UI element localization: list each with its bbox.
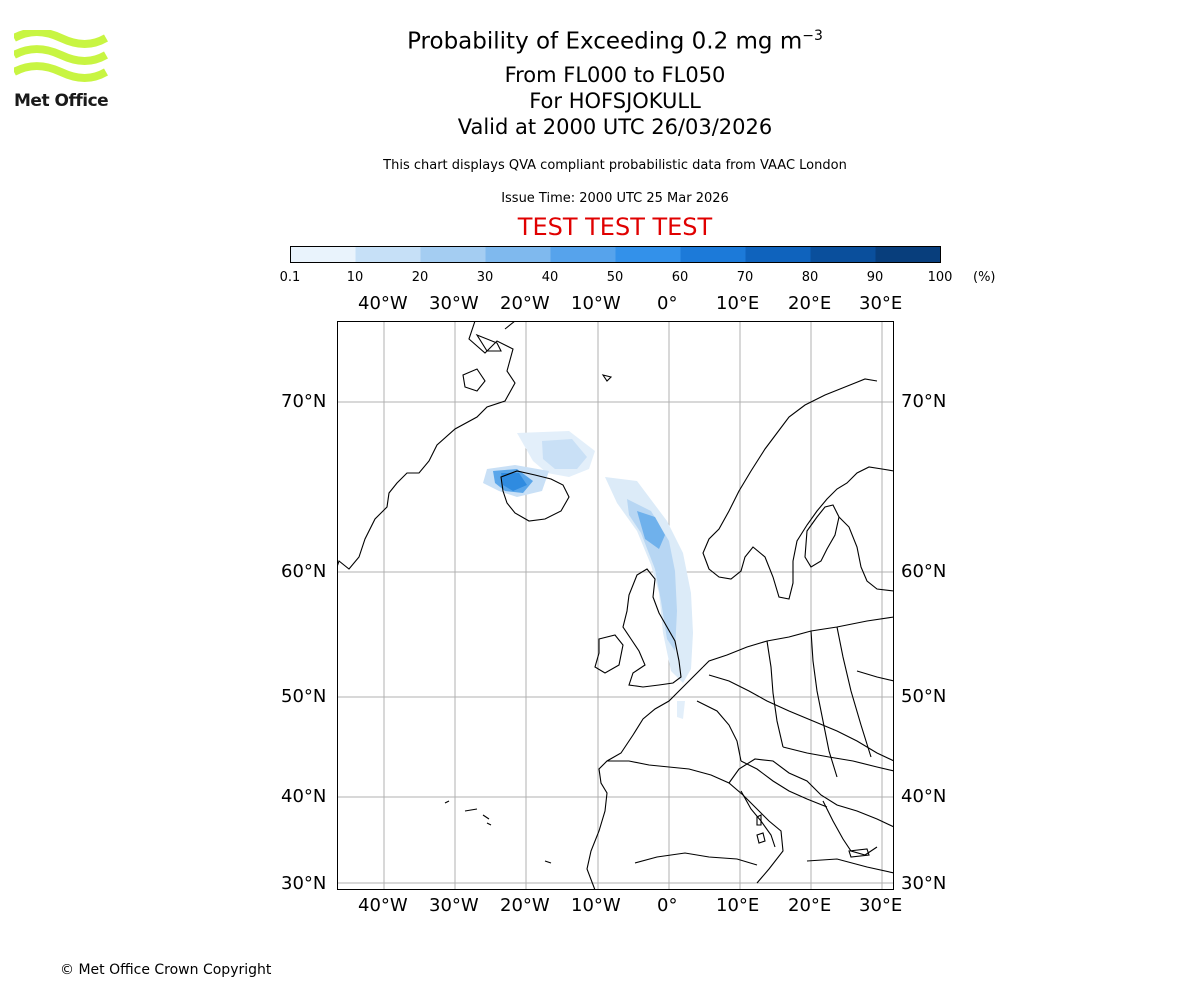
colorbar-tick-label: 20 [411, 270, 429, 285]
logo-text: Met Office [14, 91, 109, 111]
chart-title: Probability of Exceeding 0.2 mg m−3 [315, 28, 915, 55]
colorbar-tick-label: 10 [346, 270, 364, 285]
colorbar-tick-label: 100 [927, 270, 953, 285]
lat-label-left-70: 70°N [281, 391, 327, 412]
lon-label-top-7: 30°E [859, 293, 903, 314]
title-unit-exponent: −3 [802, 28, 823, 44]
flight-levels: From FL000 to FL050 [504, 63, 726, 87]
colorbar-tick-label: 50 [606, 270, 624, 285]
lon-label-top-1: 30°W [429, 293, 479, 314]
colorbar-cell-1 [355, 246, 421, 263]
issue-time: Issue Time: 2000 UTC 25 Mar 2026 [501, 191, 729, 206]
lon-label-bottom-6: 20°E [788, 895, 832, 916]
graticule [337, 321, 894, 890]
colorbar-unit: (%) [973, 270, 996, 285]
map-panel [337, 321, 894, 890]
lat-label-left-50: 50°N [281, 686, 327, 707]
colorbar-cell-9 [875, 246, 941, 263]
lat-label-left-60: 60°N [281, 561, 327, 582]
title-text: Probability of Exceeding 0.2 mg m [407, 28, 803, 55]
lon-label-top-4: 0° [657, 293, 678, 314]
lat-label-left-40: 40°N [281, 786, 327, 807]
lat-label-right-70: 70°N [901, 391, 947, 412]
location: For HOFSJOKULL [529, 89, 701, 113]
colorbar-tick-label: 70 [736, 270, 754, 285]
lat-label-right-40: 40°N [901, 786, 947, 807]
lon-label-top-2: 20°W [500, 293, 550, 314]
lon-label-top-6: 20°E [788, 293, 832, 314]
coastlines [337, 321, 894, 890]
colorbar-tick-label: 80 [801, 270, 819, 285]
map-background [337, 321, 894, 890]
ash-plume [483, 431, 693, 719]
lon-label-top-0: 40°W [358, 293, 408, 314]
met-office-logo: Met Office [12, 28, 109, 112]
colorbar-tick-label: 40 [541, 270, 559, 285]
colorbar-tick-label: 30 [476, 270, 494, 285]
colorbar-cell-2 [420, 246, 486, 263]
lon-label-top-3: 10°W [571, 293, 621, 314]
colorbar-cell-4 [550, 246, 616, 263]
copyright-notice: © Met Office Crown Copyright [60, 962, 272, 978]
valid-time: Valid at 2000 UTC 26/03/2026 [457, 115, 773, 139]
lon-label-bottom-0: 40°W [358, 895, 408, 916]
colorbar-cell-6 [680, 246, 746, 263]
colorbar-cell-3 [485, 246, 551, 263]
lon-label-top-5: 10°E [716, 293, 760, 314]
colorbar-tick-label: 0.1 [279, 270, 301, 285]
test-banner: TEST TEST TEST [517, 213, 713, 241]
lon-label-bottom-2: 20°W [500, 895, 550, 916]
colorbar-tick-label: 90 [866, 270, 884, 285]
map-frame [337, 321, 894, 890]
colorbar-cell-0 [290, 246, 356, 263]
colorbar-cell-8 [810, 246, 876, 263]
lat-label-right-60: 60°N [901, 561, 947, 582]
met-office-wave-icon [12, 28, 108, 82]
lat-label-right-30: 30°N [901, 873, 947, 894]
lon-label-bottom-5: 10°E [716, 895, 760, 916]
colorbar-cell-7 [745, 246, 811, 263]
description: This chart displays QVA compliant probab… [383, 158, 847, 173]
lon-label-bottom-1: 30°W [429, 895, 479, 916]
lon-label-bottom-4: 0° [657, 895, 678, 916]
lat-label-right-50: 50°N [901, 686, 947, 707]
colorbar [290, 246, 941, 263]
colorbar-tick-label: 60 [671, 270, 689, 285]
lat-label-left-30: 30°N [281, 873, 327, 894]
lon-label-bottom-7: 30°E [859, 895, 903, 916]
colorbar-cell-5 [615, 246, 681, 263]
lon-label-bottom-3: 10°W [571, 895, 621, 916]
